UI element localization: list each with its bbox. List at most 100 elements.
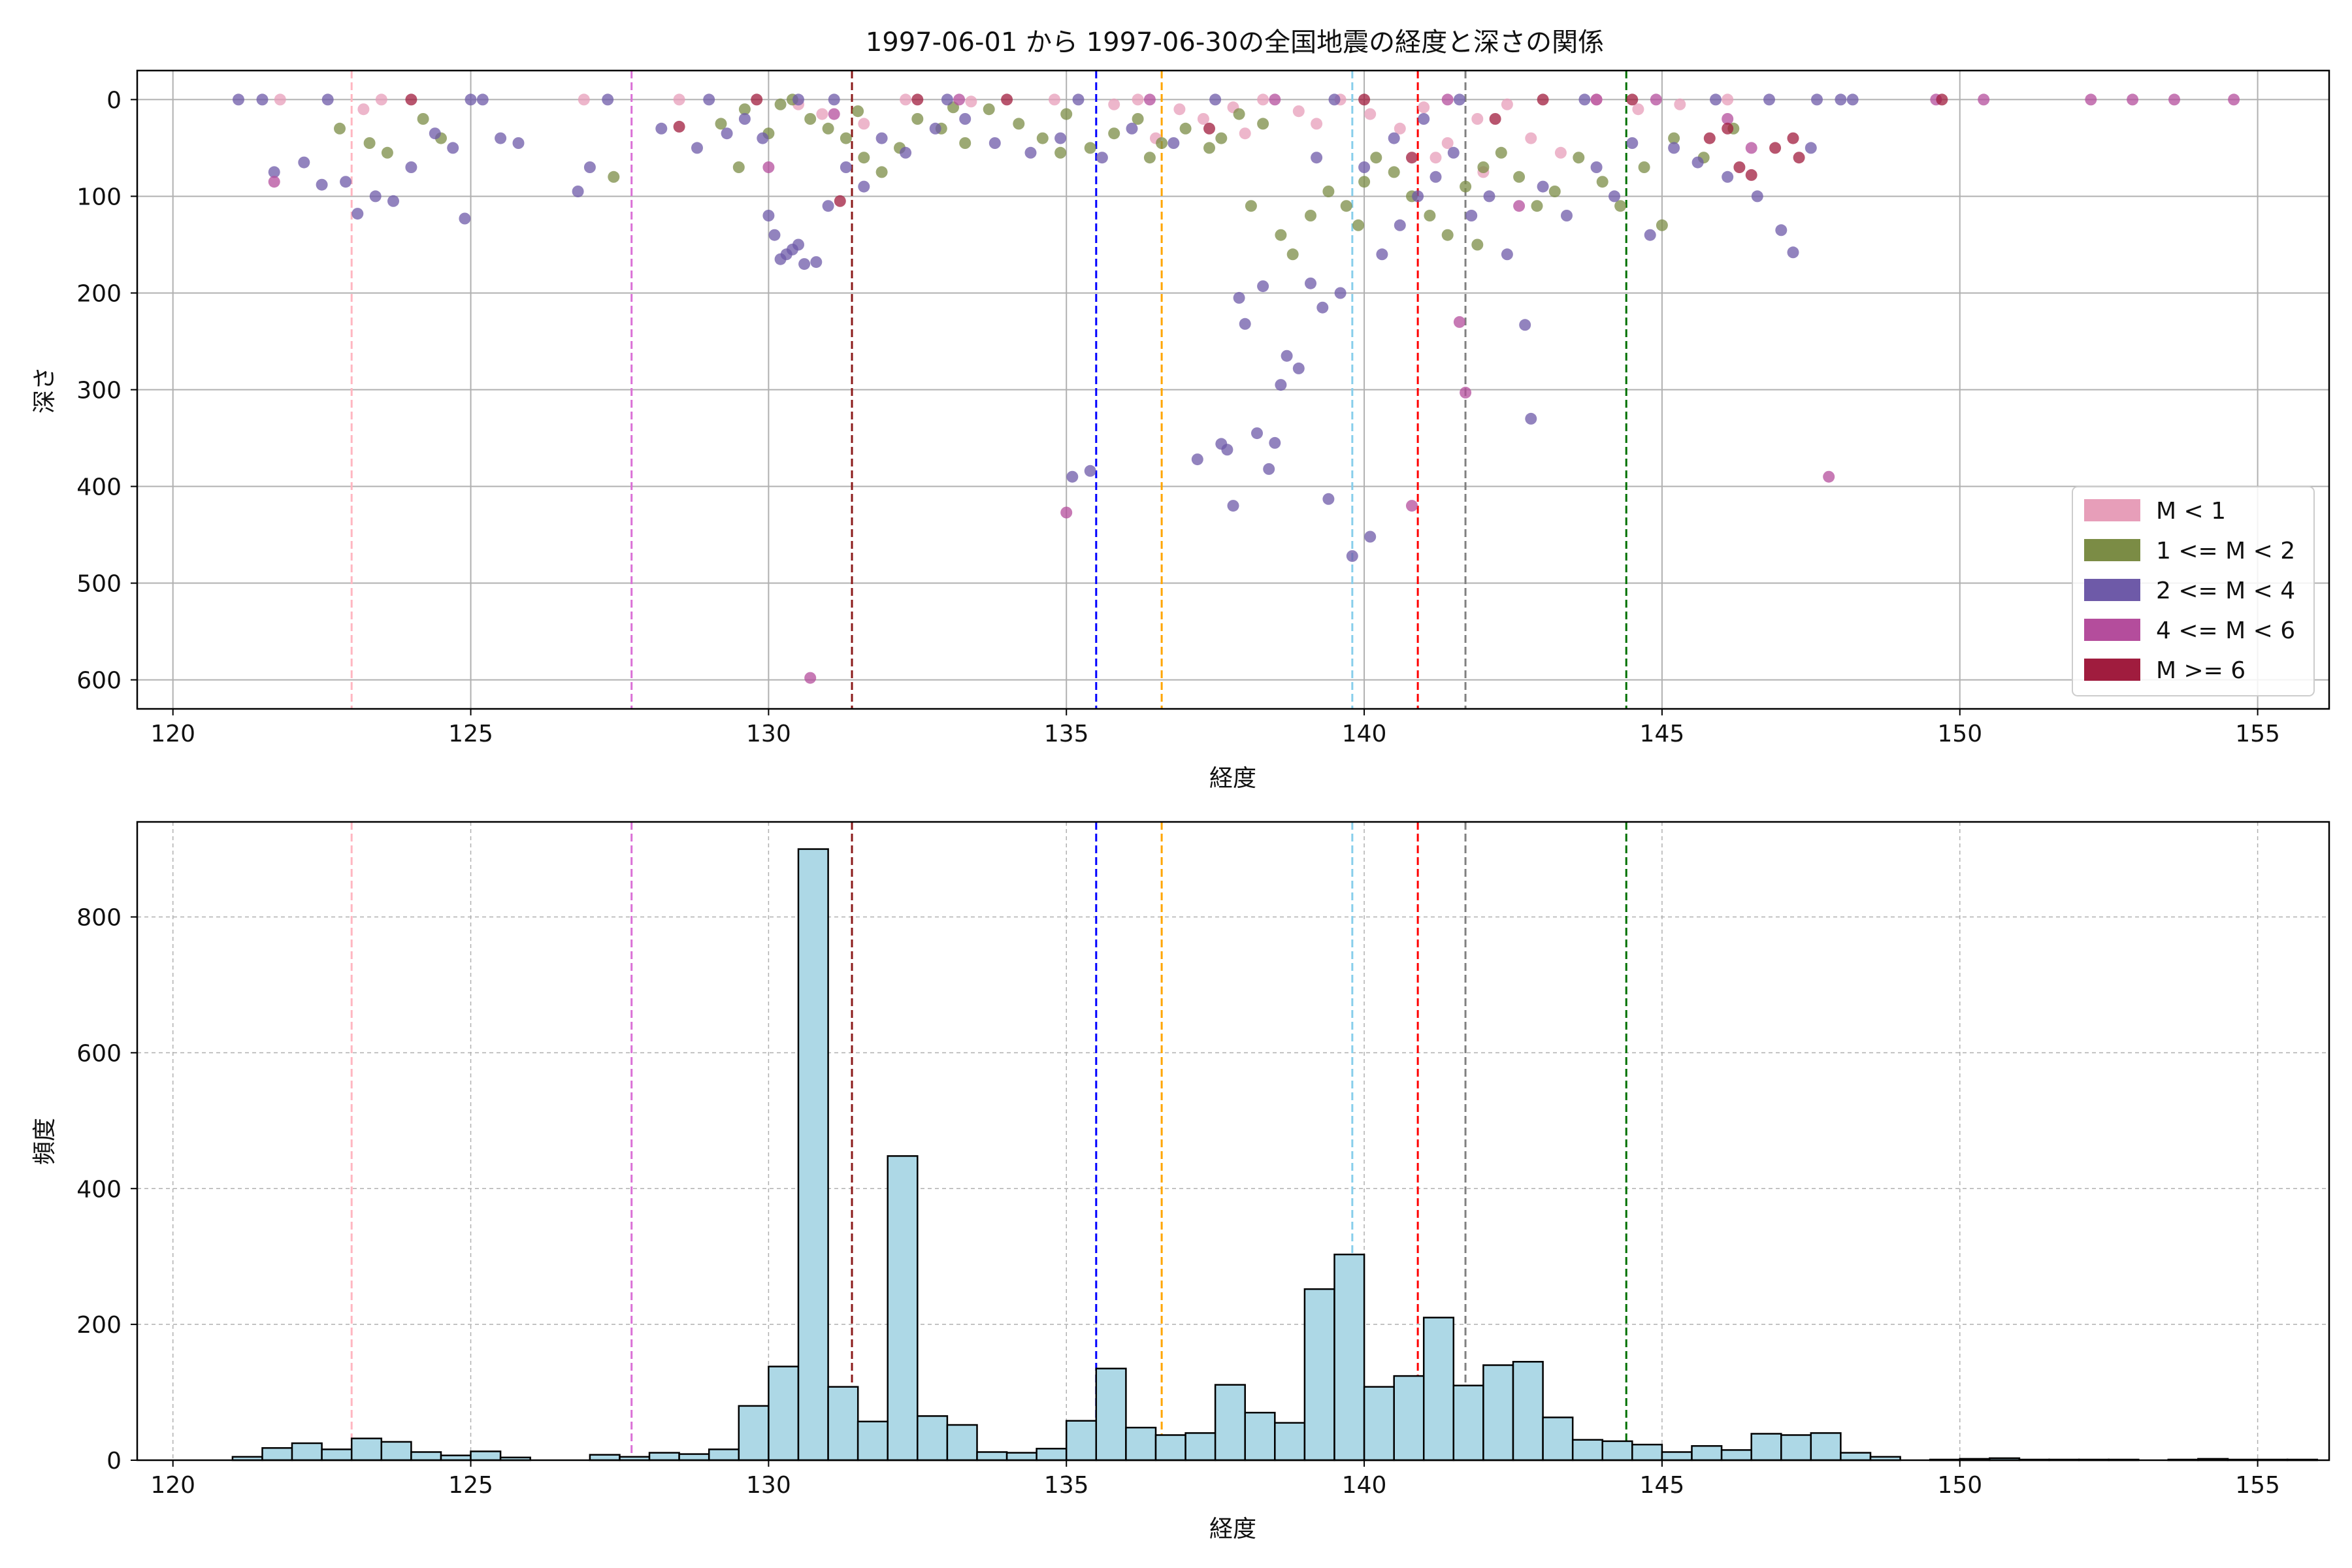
scatter-point — [1460, 180, 1472, 193]
histogram-bar — [1720, 1449, 1752, 1462]
scatter-point — [369, 190, 382, 203]
scatter-point — [673, 120, 685, 133]
histogram-bar — [1333, 1253, 1365, 1462]
scatter-point — [804, 113, 817, 125]
scatter-point — [1787, 132, 1799, 144]
scatter-point — [1060, 108, 1073, 120]
histogram-panel: 120 125 130 135 140 145 150 155 0 200 400 600 800 経… — [31, 821, 2330, 1543]
scatter-y-tick-label: 400 — [76, 474, 122, 501]
scatter-point — [1132, 93, 1144, 106]
scatter-point — [1703, 132, 1716, 144]
scatter-point — [1334, 287, 1347, 299]
scatter-point — [1209, 93, 1222, 106]
scatter-point — [1447, 146, 1460, 159]
scatter-point — [1049, 93, 1060, 106]
scatter-point — [1227, 500, 1239, 512]
scatter-point — [476, 93, 489, 106]
scatter-point — [762, 210, 775, 221]
scatter-point — [1483, 190, 1495, 203]
scatter-point — [1275, 229, 1287, 241]
histogram-bar — [976, 1451, 1008, 1462]
scatter-point — [381, 146, 393, 159]
histogram-bar — [350, 1437, 383, 1462]
scatter-point — [1441, 137, 1454, 149]
scatter-point — [459, 212, 471, 225]
legend-label: M < 1 — [2156, 498, 2226, 525]
histogram-bar — [1631, 1443, 1663, 1462]
scatter-x-axis-label: 経度 — [1209, 765, 1256, 792]
scatter-point — [1489, 113, 1501, 125]
scatter-reference-lines — [350, 71, 1627, 709]
scatter-point — [1364, 108, 1377, 120]
scatter-point — [988, 137, 1001, 149]
histogram-x-tick-label: 135 — [1044, 1472, 1089, 1499]
scatter-point — [1233, 291, 1245, 304]
scatter-point — [1554, 146, 1567, 159]
scatter-point — [1358, 161, 1371, 173]
scatter-point — [1054, 132, 1067, 144]
scatter-point — [1364, 531, 1377, 543]
scatter-point — [298, 156, 310, 169]
scatter-point — [721, 127, 733, 140]
scatter-point — [691, 142, 703, 154]
scatter-point — [1173, 103, 1186, 116]
histogram-bar — [1840, 1452, 1872, 1462]
histogram-bar — [1780, 1434, 1812, 1462]
scatter-point — [1978, 93, 1990, 106]
legend-label: M >= 6 — [2156, 657, 2246, 684]
histogram-bar — [410, 1451, 442, 1462]
histogram-bar — [1661, 1451, 1693, 1462]
scatter-point — [512, 137, 525, 149]
scatter-point — [840, 161, 852, 173]
chart-title: 1997-06-01 から 1997-06-30の全国地震の経度と深さの関係 — [866, 27, 1604, 57]
histogram-bar — [1482, 1364, 1514, 1462]
scatter-point — [822, 200, 834, 212]
scatter-point — [1429, 152, 1442, 164]
scatter-point — [983, 103, 995, 116]
scatter-x-tick-label: 150 — [1937, 721, 1982, 747]
scatter-point — [1239, 127, 1251, 140]
scatter-point — [1352, 219, 1364, 231]
scatter-point — [1846, 93, 1859, 106]
scatter-x-tick-label: 145 — [1640, 721, 1685, 747]
scatter-point — [1763, 93, 1775, 106]
histogram-bar — [648, 1452, 680, 1462]
legend-label: 4 <= M < 6 — [2156, 617, 2295, 644]
scatter-point — [1501, 248, 1513, 261]
scatter-point — [1519, 319, 1531, 331]
scatter-point — [738, 103, 751, 116]
histogram-bar — [261, 1447, 293, 1462]
scatter-point — [340, 176, 352, 188]
scatter-point — [1811, 93, 1823, 106]
scatter-point — [1548, 186, 1561, 197]
scatter-point — [762, 161, 775, 173]
scatter-point — [858, 180, 870, 193]
scatter-point — [1316, 301, 1329, 314]
scatter-point — [1537, 93, 1549, 106]
scatter-point — [1322, 493, 1335, 505]
scatter-point — [900, 93, 912, 106]
scatter-point — [798, 258, 811, 270]
scatter-point — [1001, 93, 1013, 106]
scatter-point — [1590, 93, 1603, 106]
scatter-y-tick-label: 200 — [76, 280, 122, 307]
scatter-point — [1429, 171, 1442, 183]
scatter-y-tick-label: 300 — [76, 378, 122, 404]
scatter-point — [1501, 98, 1513, 110]
scatter-point — [321, 93, 334, 106]
scatter-y-tick-label: 100 — [76, 184, 122, 210]
scatter-point — [1108, 127, 1120, 140]
scatter-point — [774, 98, 787, 110]
scatter-point — [1406, 152, 1418, 164]
histogram-bar — [917, 1415, 949, 1462]
scatter-point — [1668, 142, 1680, 154]
scatter-point — [1745, 142, 1757, 154]
scatter-point — [1674, 98, 1686, 110]
scatter-point — [1936, 93, 1948, 106]
scatter-point — [1143, 93, 1156, 106]
legend-swatch — [2084, 499, 2140, 521]
scatter-point — [1328, 93, 1341, 106]
scatter-point — [1215, 132, 1228, 144]
histogram-x-tick-label: 120 — [150, 1472, 195, 1499]
